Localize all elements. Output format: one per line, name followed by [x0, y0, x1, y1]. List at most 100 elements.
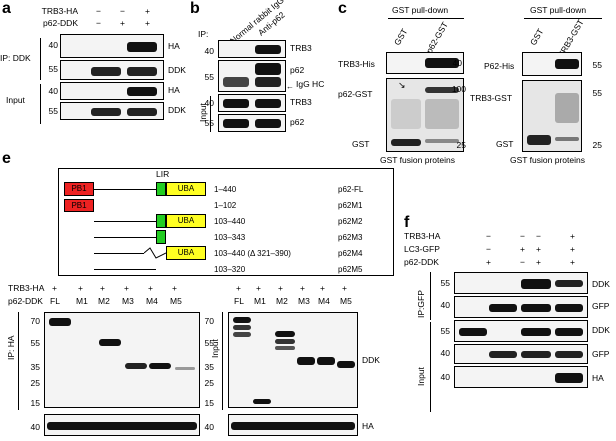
blot-label: DDK [592, 279, 610, 289]
lane-label: M1 [76, 296, 88, 306]
pb1-domain: PB1 [64, 199, 94, 212]
construct-name: p62M5 [338, 265, 363, 274]
sign: + [520, 244, 525, 254]
uba-domain: UBA [166, 214, 206, 228]
blot-e-input-ha [228, 414, 358, 436]
mw-marker: 35 [30, 362, 40, 372]
blot-label: HA [168, 41, 180, 51]
arrow-icon: ↘ [398, 80, 406, 90]
lane-label: FL [50, 296, 60, 306]
blot-label: DDK [592, 325, 610, 335]
lane-label: FL [234, 296, 244, 306]
arrow-icon: ← [286, 82, 294, 91]
blot-c-trb3-his [386, 52, 464, 74]
mw-marker: 40 [48, 86, 58, 96]
blot-label: IgG HC [296, 79, 325, 89]
sign: − [486, 231, 491, 241]
mw-marker: 15 [204, 398, 214, 408]
lir-domain [156, 214, 166, 228]
sign: − [96, 6, 101, 16]
uba-label: UBA [177, 216, 195, 225]
row-label-p62: p62-DDK [8, 296, 43, 306]
mw-marker: 55 [592, 60, 602, 70]
deletion-kink [144, 247, 166, 259]
blot-label: DDK [168, 65, 186, 75]
sign: + [486, 257, 491, 267]
blot-f-ip-ddk [454, 272, 588, 294]
mw-marker: 40 [48, 40, 58, 50]
blot-b-trb3 [218, 40, 286, 58]
sign: − [96, 18, 101, 28]
pulldown-header: GST pull-down [530, 5, 587, 15]
row-label-p62: p62-DDK [43, 18, 78, 28]
input-label: Input [6, 95, 25, 105]
lane-label: M5 [170, 296, 182, 306]
mw-marker: 40 [204, 98, 214, 108]
lane-label: M4 [318, 296, 330, 306]
panel-letter-e: e [2, 150, 11, 167]
construct-range: 103–440 (Δ 321–390) [214, 249, 291, 258]
blot-c-right-stain [522, 80, 582, 152]
row-label: TRB3-GST [470, 93, 513, 103]
lane-sign: + [78, 283, 83, 293]
blot-b-input-p62 [218, 114, 286, 132]
mw-marker: 25 [456, 140, 466, 150]
blot-e-ip-ha [44, 414, 200, 436]
construct-name: p62-FL [338, 185, 364, 194]
blot-label: TRB3 [290, 43, 312, 53]
mw-marker: 55 [440, 326, 450, 336]
construct-range: 103–343 [214, 233, 246, 242]
lane-sign: + [256, 283, 261, 293]
mw-marker: 55 [204, 118, 214, 128]
sign: − [520, 257, 525, 267]
row-label: GST [496, 139, 514, 149]
mw-marker: 55 [592, 88, 602, 98]
blot-label: GFP [592, 349, 610, 359]
uba-domain: UBA [166, 246, 206, 260]
sign: − [120, 6, 125, 16]
blot-a-input-ha [60, 82, 164, 100]
sign: + [536, 244, 541, 254]
construct-name: p62M2 [338, 217, 363, 226]
construct-range: 103–440 [214, 217, 246, 226]
blot-c-gst-stain [386, 78, 464, 152]
sign: − [520, 231, 525, 241]
lane-label: M2 [276, 296, 288, 306]
mw-marker: 55 [48, 106, 58, 116]
sign: − [536, 231, 541, 241]
mw-marker: 55 [30, 338, 40, 348]
uba-label: UBA [177, 184, 195, 193]
blot-label: p62 [290, 117, 305, 127]
blot-a-input-ddk [60, 102, 164, 120]
mw-marker: 70 [204, 316, 214, 326]
sign: + [536, 257, 541, 267]
row-label: GST [352, 139, 370, 149]
pulldown-header: GST pull-down [392, 5, 449, 15]
row-label: P62-His [484, 61, 515, 71]
sign: + [145, 6, 150, 16]
construct-name: p62M3 [338, 233, 363, 242]
lane-label: M2 [98, 296, 110, 306]
blot-e-ip-ddk [44, 312, 200, 408]
lane-label: M5 [340, 296, 352, 306]
ip-label: IP:GFP [416, 290, 426, 318]
mw-marker: 40 [452, 58, 462, 68]
mw-marker: 15 [30, 398, 40, 408]
sign: − [486, 244, 491, 254]
pb1-domain: PB1 [64, 182, 94, 196]
mw-marker: 40 [204, 422, 214, 432]
mw-marker: 55 [48, 64, 58, 74]
blot-c-p62-his [522, 52, 582, 76]
blot-label: DDK [362, 355, 380, 365]
construct-range: 1–102 [214, 201, 237, 210]
mw-marker: 70 [30, 316, 40, 326]
lane-label: M1 [254, 296, 266, 306]
panel-letter-f: f [404, 214, 410, 231]
col-header: GST [528, 26, 546, 47]
lane-sign: + [236, 283, 241, 293]
blot-f-ip-gfp [454, 296, 588, 318]
uba-label: UBA [177, 248, 195, 257]
mw-marker: 25 [204, 378, 214, 388]
lane-sign: + [320, 283, 325, 293]
blot-label: HA [362, 421, 374, 431]
